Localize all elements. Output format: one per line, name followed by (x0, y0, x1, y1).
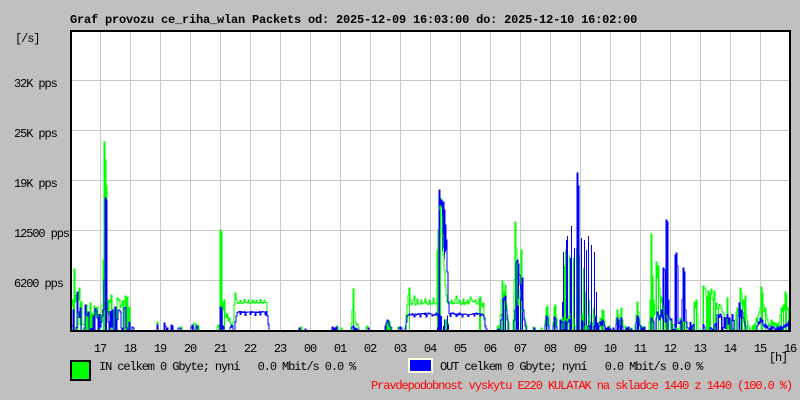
svg-text:16: 16 (784, 342, 797, 356)
svg-text:14: 14 (724, 342, 737, 356)
svg-text:15: 15 (754, 342, 767, 356)
svg-text:Pravdepodobnost vyskytu E220 K: Pravdepodobnost vyskytu E220 KULATAK na … (371, 379, 792, 393)
svg-text:00: 00 (304, 342, 317, 356)
svg-text:04: 04 (424, 342, 437, 356)
svg-text:10: 10 (604, 342, 617, 356)
svg-text:19: 19 (154, 342, 167, 356)
svg-text:03: 03 (394, 342, 407, 356)
svg-text:[/s]: [/s] (15, 32, 39, 46)
svg-text:25K pps: 25K pps (14, 127, 58, 141)
svg-text:09: 09 (574, 342, 587, 356)
svg-text:12500 pps: 12500 pps (14, 227, 70, 241)
svg-text:23: 23 (274, 342, 287, 356)
svg-text:6200 pps: 6200 pps (14, 277, 64, 291)
svg-text:22: 22 (244, 342, 257, 356)
svg-text:Graf provozu ce_riha_wlan Pack: Graf provozu ce_riha_wlan Packets od: 20… (70, 13, 637, 27)
svg-text:IN celkem 0 Gbyte; nyní 0.0: IN celkem 0 Gbyte; nyní 0.0 Mbit/s 0.0 % (99, 360, 357, 374)
svg-text:19K pps: 19K pps (14, 177, 58, 191)
svg-text:21: 21 (214, 342, 227, 356)
svg-text:07: 07 (514, 342, 527, 356)
svg-text:32K pps: 32K pps (14, 77, 58, 91)
svg-text:06: 06 (484, 342, 497, 356)
svg-text:11: 11 (634, 342, 647, 356)
svg-text:OUT celkem 0 Gbyte; nyní 0.0: OUT celkem 0 Gbyte; nyní 0.0 Mbit/s 0.0 … (440, 360, 704, 374)
svg-text:08: 08 (544, 342, 557, 356)
svg-text:12: 12 (664, 342, 677, 356)
svg-text:17: 17 (94, 342, 107, 356)
svg-text:01: 01 (334, 342, 347, 356)
svg-text:18: 18 (124, 342, 137, 356)
svg-text:05: 05 (454, 342, 467, 356)
svg-text:13: 13 (694, 342, 707, 356)
svg-text:20: 20 (184, 342, 197, 356)
svg-text:02: 02 (364, 342, 377, 356)
svg-text:[h]: [h] (769, 351, 787, 365)
